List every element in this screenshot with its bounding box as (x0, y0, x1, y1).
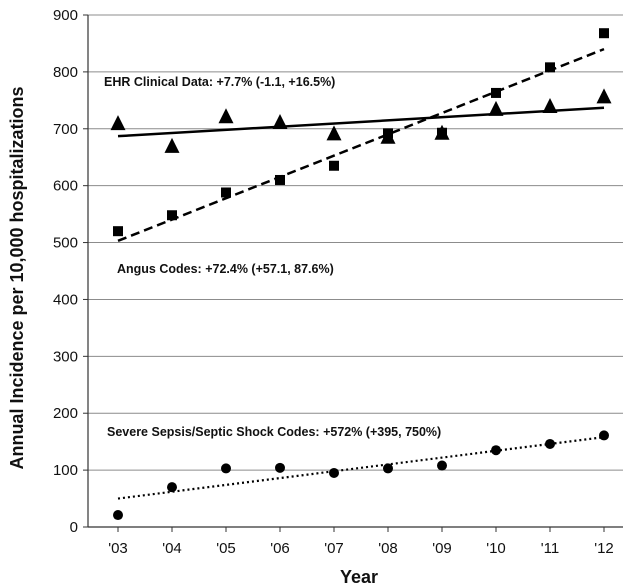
gridlines (88, 14, 623, 471)
y-tick-label: 600 (53, 178, 78, 195)
circle-marker (167, 482, 177, 493)
square-marker (275, 174, 285, 185)
annotation-ehr-clinical: EHR Clinical Data: +7.7% (-1.1, +16.5%) (104, 75, 335, 89)
annotation-severe-sepsis: Severe Sepsis/Septic Shock Codes: +572% … (107, 425, 441, 439)
y-tick-label: 700 (53, 121, 78, 138)
triangle-marker (272, 113, 288, 129)
circle-marker (545, 438, 555, 449)
dotted-trend-line (117, 436, 605, 500)
trend-lines (117, 47, 605, 500)
x-axis-title: Year (340, 567, 378, 587)
square-marker (491, 87, 501, 98)
x-tick-label: '10 (486, 540, 506, 557)
triangle-marker (218, 108, 234, 124)
square-marker (329, 160, 339, 171)
circle-marker (329, 467, 339, 478)
circle-marker (599, 430, 609, 441)
x-tick-label: '03 (108, 540, 128, 557)
y-tick-label: 500 (53, 235, 78, 252)
circle-marker (383, 463, 393, 474)
annotation-angus-codes: Angus Codes: +72.4% (+57.1, 87.6%) (117, 262, 334, 276)
triangle-marker (164, 137, 180, 153)
triangle-marker (596, 88, 612, 104)
y-tick-label: 800 (53, 64, 78, 81)
x-tick-label: '05 (216, 540, 236, 557)
circle-marker (491, 445, 501, 456)
y-tick-label: 100 (53, 462, 78, 479)
circle-marker (437, 460, 447, 471)
y-tick-label: 900 (53, 7, 78, 24)
x-tick-label: '08 (378, 540, 398, 557)
triangle-marker (488, 100, 504, 116)
square-marker (599, 28, 609, 39)
square-marker (113, 226, 123, 237)
circle-marker (275, 462, 285, 473)
square-marker (167, 210, 177, 221)
dashed-trend-line (117, 47, 605, 243)
square-marker (437, 127, 447, 138)
x-tick-label: '12 (594, 540, 614, 557)
y-tick-label: 0 (70, 519, 78, 536)
x-tick-label: '06 (270, 540, 290, 557)
x-tick-label: '11 (541, 540, 559, 557)
data-markers (110, 28, 612, 521)
square-marker (383, 128, 393, 139)
tick-labels: 0 100 200 300 400 500 600 700 800 900 '03 '04 '05 '06… (53, 7, 614, 557)
y-tick-label: 200 (53, 405, 78, 422)
triangle-marker (326, 125, 342, 141)
circle-marker (113, 510, 123, 521)
triangle-marker (542, 98, 558, 114)
x-tick-label: '04 (162, 540, 182, 557)
solid-trend-line (117, 106, 605, 138)
triangle-marker (110, 115, 126, 131)
square-marker (221, 187, 231, 198)
y-axis-title: Annual Incidence per 10,000 hospitalizat… (7, 86, 27, 469)
axes (83, 14, 623, 532)
y-tick-label: 300 (53, 348, 78, 365)
x-tick-label: '09 (432, 540, 452, 557)
circle-marker (221, 463, 231, 474)
x-tick-label: '07 (324, 540, 344, 557)
y-tick-label: 400 (53, 291, 78, 308)
square-marker (545, 62, 555, 73)
